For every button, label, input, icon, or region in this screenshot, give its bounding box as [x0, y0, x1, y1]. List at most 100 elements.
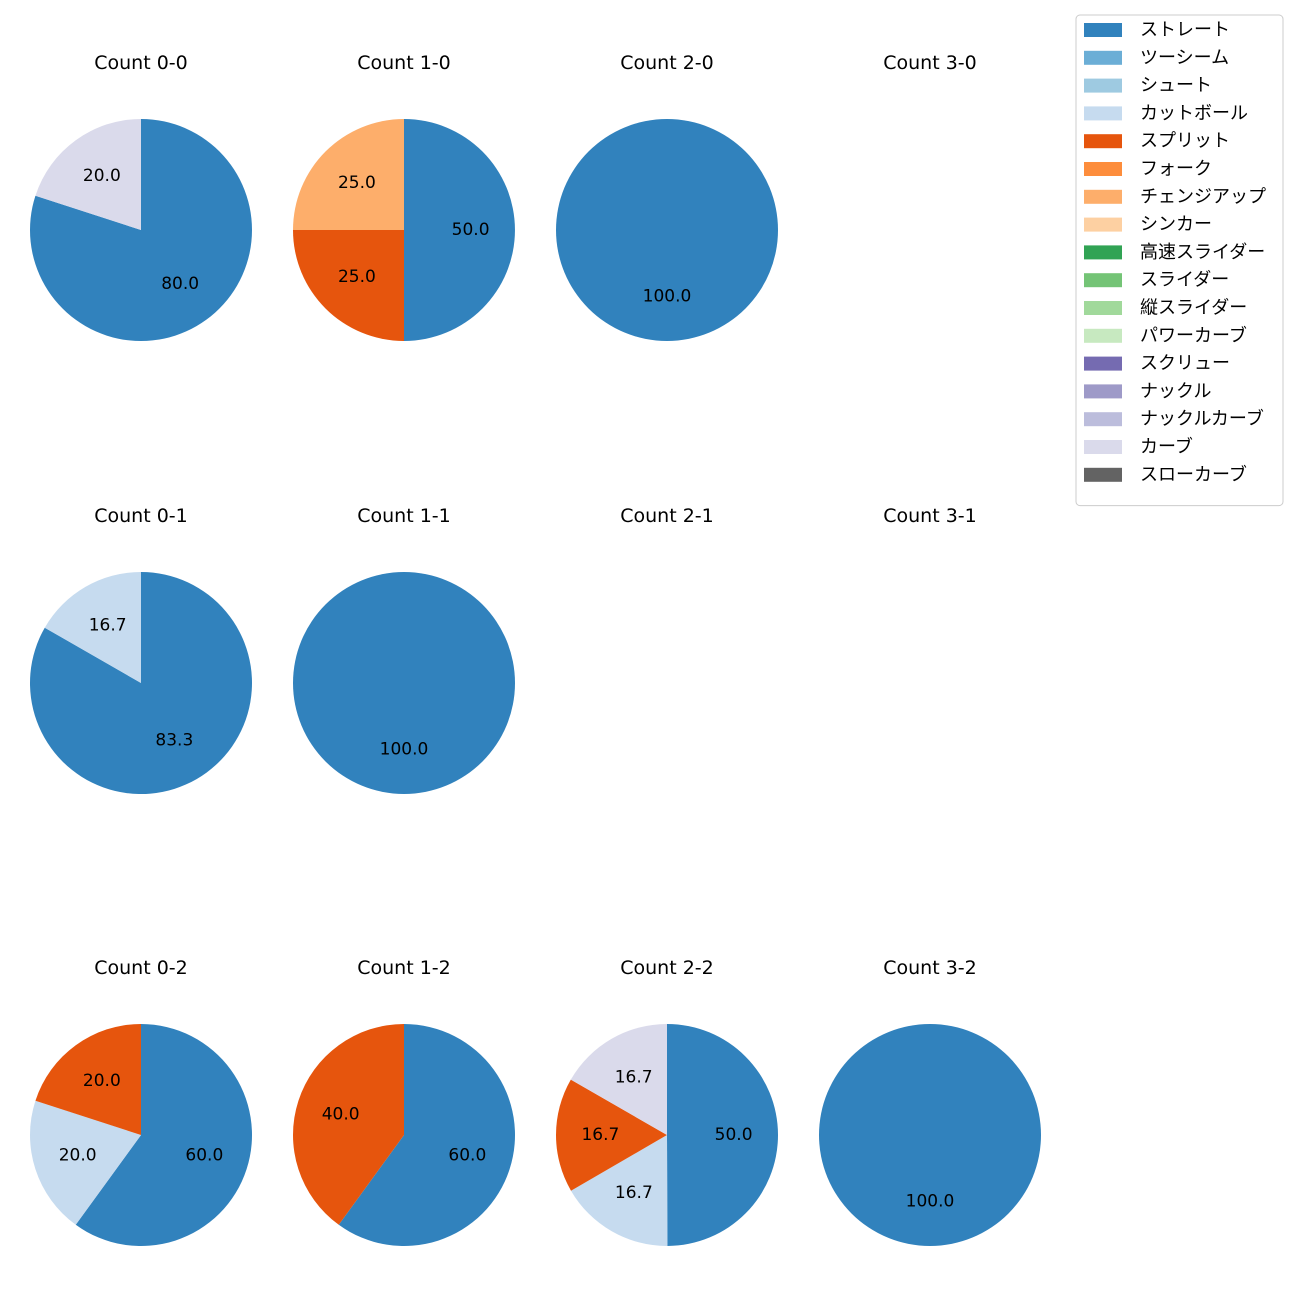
pie-slice — [404, 119, 515, 341]
slice-label: 50.0 — [715, 1125, 753, 1145]
panel-title: Count 0-2 — [94, 957, 188, 979]
pie-slice — [293, 119, 404, 230]
legend-label: スローカーブ — [1140, 463, 1247, 485]
legend-label: ナックルカーブ — [1140, 408, 1264, 430]
pie-panel: Count 2-1 — [620, 505, 714, 527]
slice-label: 16.7 — [615, 1067, 653, 1087]
pie-panel: Count 2-2 50.0 16.7 16.7 16.7 — [556, 957, 779, 1247]
legend-label: カーブ — [1140, 436, 1193, 458]
legend-label: ツーシーム — [1140, 47, 1229, 68]
panel-title: Count 2-2 — [620, 957, 714, 979]
legend-swatch — [1084, 134, 1122, 149]
panel-title: Count 3-1 — [883, 505, 977, 527]
pie-slice — [75, 1024, 252, 1246]
panel-title: Count 3-0 — [883, 52, 977, 74]
legend-swatch — [1084, 328, 1122, 343]
legend-swatch — [1084, 245, 1122, 260]
pie-slice — [30, 119, 252, 342]
pie-slice — [570, 1135, 668, 1247]
slice-label: 80.0 — [161, 274, 199, 294]
pie-panel: Count 3-2 100.0 — [819, 957, 1041, 1246]
legend-label: カットボール — [1140, 103, 1248, 124]
panel-title: Count 2-1 — [620, 505, 714, 527]
pie-panel: Count 1-1 100.0 — [293, 505, 515, 794]
legend-swatch — [1084, 50, 1122, 65]
pie-slice — [293, 1024, 404, 1225]
pie-slice — [35, 1024, 142, 1135]
legend-swatch — [1084, 189, 1122, 204]
slice-label: 20.0 — [83, 1071, 121, 1091]
pie-panel: Count 0-0 80.0 20.0 — [30, 52, 252, 342]
legend-swatch — [1084, 217, 1122, 232]
slice-label: 16.7 — [581, 1125, 619, 1145]
panel-title: Count 0-1 — [94, 505, 188, 527]
legend-label: スクリュー — [1140, 353, 1230, 374]
legend-label: スプリット — [1140, 131, 1230, 152]
legend-swatch — [1084, 467, 1122, 482]
pie-panel: Count 0-1 83.3 16.7 — [29, 505, 252, 794]
legend-label: シンカー — [1140, 214, 1212, 235]
pie-panel: Count 3-1 — [883, 505, 977, 527]
pie-slice — [556, 119, 778, 341]
slice-label: 100.0 — [643, 287, 692, 307]
panel-title: Count 1-2 — [357, 957, 451, 979]
legend-label: ナックル — [1140, 381, 1211, 402]
legend-label: 高速スライダー — [1140, 242, 1265, 263]
pie-panel: Count 3-0 — [883, 52, 977, 74]
slice-label: 16.7 — [89, 615, 127, 635]
legend-swatch — [1084, 162, 1122, 176]
legend-swatch — [1084, 356, 1122, 371]
slice-label: 50.0 — [452, 220, 490, 240]
legend-label: シュート — [1140, 75, 1212, 96]
pie-slice — [29, 1100, 142, 1225]
slice-label: 40.0 — [322, 1104, 360, 1124]
legend-label: パワーカーブ — [1140, 324, 1247, 346]
panel-title: Count 1-1 — [357, 505, 451, 527]
legend-swatch — [1084, 106, 1122, 121]
pie-slice — [29, 572, 252, 794]
legend-swatch — [1084, 412, 1122, 427]
pie-slice — [819, 1024, 1041, 1246]
slice-label: 20.0 — [83, 166, 121, 186]
slice-label: 60.0 — [185, 1146, 223, 1166]
pie-panel: Count 0-2 60.0 20.0 20.0 — [29, 957, 252, 1246]
legend-label: チェンジアップ — [1140, 186, 1266, 207]
legend: ストレートツーシームシュートカットボールスプリットフォークチェンジアップシンカー… — [1075, 14, 1284, 507]
legend-frame — [1075, 14, 1284, 507]
pie-panel: Count 1-0 50.0 25.0 25.0 — [293, 52, 515, 341]
pie-slice — [570, 1024, 667, 1135]
pie-slice — [667, 1024, 779, 1246]
legend-label: 縦スライダー — [1140, 298, 1247, 319]
panel-title: Count 3-2 — [883, 957, 977, 979]
slice-label: 100.0 — [906, 1192, 955, 1212]
legend-swatch — [1084, 301, 1122, 315]
legend-label: スライダー — [1140, 270, 1229, 291]
pie-slice — [293, 230, 404, 341]
slice-label: 60.0 — [448, 1146, 486, 1166]
pie-slice — [35, 119, 142, 230]
slice-label: 20.0 — [59, 1146, 97, 1166]
pie-slice — [293, 572, 515, 794]
pie-slice — [338, 1024, 515, 1246]
panel-title: Count 0-0 — [94, 52, 188, 74]
slice-label: 25.0 — [338, 267, 376, 287]
legend-swatch — [1084, 384, 1122, 399]
pie-panel: Count 2-0 100.0 — [556, 52, 778, 341]
legend-swatch — [1084, 273, 1122, 288]
panel-title: Count 1-0 — [357, 52, 451, 74]
legend-label: フォーク — [1140, 159, 1212, 180]
slice-label: 25.0 — [338, 173, 376, 193]
pie-slice — [44, 572, 141, 683]
legend-label: ストレート — [1140, 20, 1230, 41]
panel-title: Count 2-0 — [620, 52, 714, 74]
pie-slice — [556, 1079, 667, 1191]
slice-label: 16.7 — [615, 1183, 653, 1203]
legend-swatch — [1084, 78, 1122, 93]
slice-label: 100.0 — [380, 740, 429, 760]
pie-panel: Count 1-2 60.0 40.0 — [293, 957, 515, 1246]
legend-swatch — [1084, 23, 1122, 37]
legend-swatch — [1084, 440, 1122, 454]
slice-label: 83.3 — [155, 731, 193, 751]
